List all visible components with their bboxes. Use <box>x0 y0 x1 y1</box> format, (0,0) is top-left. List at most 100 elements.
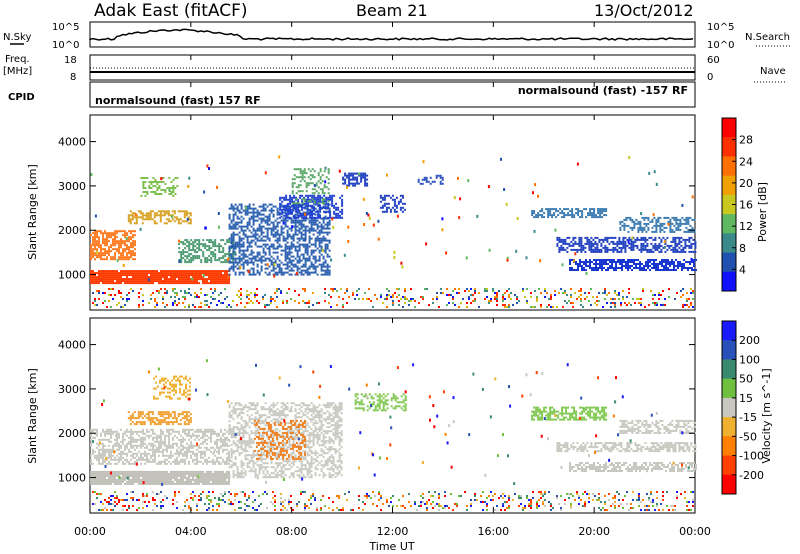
data-cell <box>599 214 602 217</box>
data-cell <box>314 259 317 262</box>
data-cell <box>421 182 424 185</box>
data-cell <box>182 482 184 485</box>
data-cell <box>599 261 601 263</box>
data-cell <box>130 462 132 465</box>
data-cell <box>129 218 132 221</box>
data-cell <box>665 263 667 265</box>
data-cell <box>324 251 327 254</box>
data-cell <box>90 478 92 481</box>
data-cell <box>258 245 261 248</box>
data-cell <box>114 256 116 259</box>
data-cell <box>328 239 331 242</box>
data-cell <box>114 240 116 243</box>
data-cell <box>693 230 696 233</box>
data-cell <box>90 444 92 447</box>
data-cell <box>672 236 675 239</box>
data-cell <box>130 432 132 435</box>
data-cell <box>172 274 174 277</box>
data-cell <box>331 204 334 207</box>
data-cell <box>126 246 128 249</box>
data-cell <box>393 202 396 205</box>
data-cell <box>160 472 162 475</box>
data-cell <box>270 233 273 236</box>
data-cell <box>220 270 222 273</box>
colorbar-segment <box>722 156 736 177</box>
data-cell <box>364 172 367 175</box>
data-cell <box>300 223 303 226</box>
ground-scatter-cell <box>398 288 400 290</box>
data-cell <box>677 261 679 263</box>
data-cell <box>168 272 170 275</box>
data-cell <box>264 253 267 256</box>
data-cell <box>272 223 275 226</box>
colorbar-segment <box>722 118 736 138</box>
data-cell <box>284 259 287 262</box>
data-cell <box>108 454 110 457</box>
data-cell <box>599 216 602 219</box>
data-cell <box>566 242 569 245</box>
data-cell <box>232 265 235 268</box>
ground-scatter-cell <box>550 296 552 298</box>
data-cell <box>653 259 655 261</box>
data-cell <box>204 472 206 475</box>
data-cell <box>186 274 188 277</box>
data-cell <box>170 470 172 473</box>
data-cell <box>685 220 688 223</box>
ground-scatter-cell <box>252 302 254 304</box>
data-cell <box>653 216 656 219</box>
data-cell <box>156 187 159 189</box>
data-cell <box>172 282 174 285</box>
data-cell <box>258 205 261 208</box>
ground-scatter-cell <box>580 300 582 302</box>
data-cell <box>258 225 261 228</box>
data-cell <box>297 176 300 179</box>
data-cell <box>106 478 108 481</box>
data-cell <box>624 240 627 243</box>
data-cell <box>652 246 655 249</box>
data-cell <box>312 205 315 208</box>
data-cell <box>643 218 646 221</box>
noise-cell <box>231 245 233 248</box>
data-cell <box>687 218 690 221</box>
data-cell <box>627 265 629 267</box>
data-cell <box>130 444 132 447</box>
data-cell <box>98 256 100 259</box>
data-cell <box>659 230 662 233</box>
data-cell <box>116 470 118 473</box>
data-cell <box>102 482 104 485</box>
data-cell <box>138 438 140 441</box>
data-cell <box>294 257 297 260</box>
data-cell <box>322 221 325 224</box>
data-cell <box>226 482 228 485</box>
data-cell <box>297 186 300 189</box>
data-cell <box>571 210 574 213</box>
ground-scatter-cell <box>308 300 310 302</box>
ground-scatter-cell <box>240 292 242 294</box>
data-cell <box>556 244 559 247</box>
data-cell <box>212 482 214 485</box>
data-cell <box>323 184 326 187</box>
ground-scatter-cell <box>336 290 338 292</box>
ground-scatter-cell <box>192 304 194 306</box>
data-cell <box>128 480 130 483</box>
data-cell <box>172 476 174 479</box>
data-cell <box>130 272 132 275</box>
data-cell <box>270 259 273 262</box>
data-cell <box>128 474 130 477</box>
data-cell <box>661 222 664 225</box>
ground-scatter-cell <box>440 292 442 294</box>
ground-scatter-cell <box>642 288 644 290</box>
data-cell <box>182 274 184 277</box>
data-cell <box>94 454 96 457</box>
data-cell <box>577 269 579 271</box>
data-cell <box>98 454 100 457</box>
data-cell <box>421 178 424 181</box>
data-cell <box>142 183 145 185</box>
ground-scatter-cell <box>162 296 164 298</box>
data-cell <box>147 218 150 221</box>
data-cell <box>204 270 206 273</box>
data-cell <box>296 267 299 270</box>
data-cell <box>321 202 324 205</box>
ground-scatter-cell <box>526 302 528 304</box>
data-cell <box>188 270 190 273</box>
